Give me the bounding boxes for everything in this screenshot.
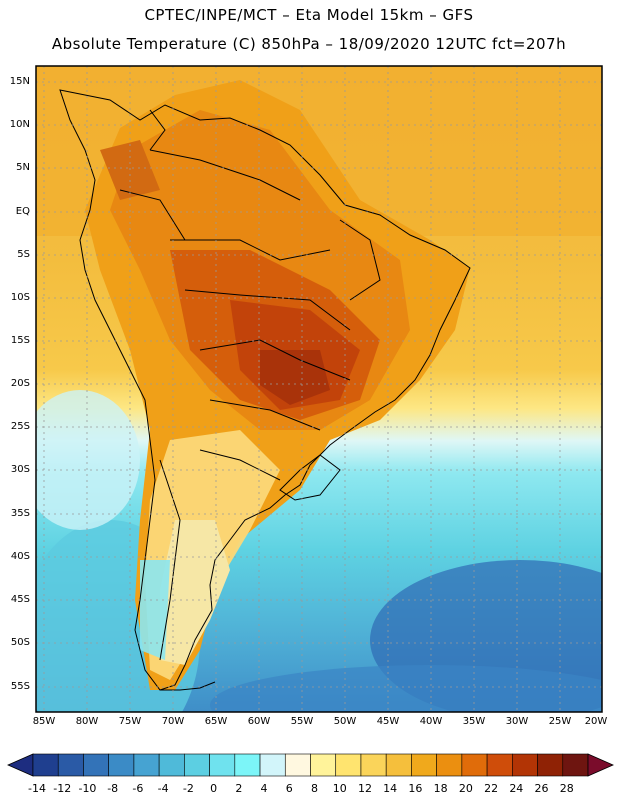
colorbar-swatch: [158, 753, 185, 777]
lon-label: 25W: [548, 716, 572, 727]
colorbar-swatch: [259, 753, 286, 777]
colorbar-tick-label: 22: [484, 782, 499, 795]
map-field: [36, 66, 602, 712]
map-graticule: [36, 66, 602, 712]
colorbar-under-arrow: [7, 753, 34, 777]
colorbar-swatch: [486, 753, 513, 777]
lat-label: 15S: [10, 335, 30, 346]
colorbar-tick-label: 10: [332, 782, 347, 795]
colorbar-tick-label: 6: [285, 782, 293, 795]
lat-label: 55S: [10, 681, 30, 692]
lon-label: 70W: [161, 716, 185, 727]
lat-label: 50S: [10, 637, 30, 648]
colorbar-swatch: [83, 753, 109, 777]
colorbar-tick-label: -8: [107, 782, 119, 795]
colorbar-swatch: [436, 753, 463, 777]
lat-label: 10N: [9, 119, 30, 130]
colorbar-over-arrow: [587, 753, 614, 777]
lat-label: 30S: [10, 464, 30, 475]
colorbar-tick-label: -2: [182, 782, 194, 795]
lat-label: 25S: [10, 421, 30, 432]
lat-label: 15N: [9, 76, 30, 87]
colorbar-tick-label: -12: [53, 782, 72, 795]
lat-label: 5N: [16, 162, 30, 173]
colorbar-tick-label: -6: [132, 782, 144, 795]
lon-label: 30W: [505, 716, 529, 727]
lat-label: 5S: [17, 249, 30, 260]
lon-label: 40W: [419, 716, 443, 727]
lat-label: 40S: [10, 551, 30, 562]
colorbar-swatch: [537, 753, 564, 777]
colorbar-swatch: [310, 753, 337, 777]
colorbar-swatch: [108, 753, 135, 777]
lat-label: 45S: [10, 594, 30, 605]
colorbar-tick-label: 26: [534, 782, 549, 795]
lon-label: 55W: [290, 716, 314, 727]
colorbar-swatch: [335, 753, 362, 777]
lat-label: 20S: [10, 378, 30, 389]
colorbar-tick-label: 18: [433, 782, 448, 795]
colorbar-swatch: [512, 753, 538, 777]
colorbar-swatch: [284, 753, 311, 777]
map-title-line-2: Absolute Temperature (C) 850hPa – 18/09/…: [51, 35, 567, 53]
colorbar-tick-label: -10: [78, 782, 97, 795]
lon-label: 65W: [204, 716, 228, 727]
colorbar-swatch: [411, 753, 437, 777]
coastlines: [59, 89, 471, 691]
lon-label: 75W: [118, 716, 142, 727]
colorbar-swatch: [461, 753, 488, 777]
colorbar: [7, 753, 614, 777]
colorbar-tick-label: 4: [260, 782, 268, 795]
lon-label: 60W: [247, 716, 271, 727]
lon-label: 20W: [584, 716, 608, 727]
colorbar-tick-label: 0: [210, 782, 218, 795]
colorbar-tick-label: 20: [458, 782, 473, 795]
colorbar-swatch: [385, 753, 412, 777]
lon-label: 35W: [462, 716, 486, 727]
colorbar-tick-label: 2: [235, 782, 243, 795]
colorbar-tick-label: 12: [357, 782, 372, 795]
colorbar-swatch: [360, 753, 387, 777]
colorbar-tick-label: 16: [408, 782, 423, 795]
map-frame: [35, 65, 603, 713]
colorbar-swatch: [133, 753, 160, 777]
lon-label: 45W: [376, 716, 400, 727]
lat-label: EQ: [15, 206, 30, 217]
colorbar-tick-label: -14: [28, 782, 46, 795]
map-title-line-1: CPTEC/INPE/MCT – Eta Model 15km – GFS: [144, 6, 474, 24]
lat-label: 35S: [10, 508, 30, 519]
colorbar-swatch: [57, 753, 84, 777]
colorbar-tick-label: 24: [509, 782, 524, 795]
lat-label: 10S: [10, 292, 30, 303]
colorbar-tick-label: 14: [383, 782, 398, 795]
lon-label: 80W: [75, 716, 99, 727]
colorbar-swatch: [209, 753, 236, 777]
lon-label: 85W: [32, 716, 56, 727]
colorbar-swatch: [184, 753, 210, 777]
colorbar-tick-label: 8: [311, 782, 318, 795]
colorbar-tick-label: -4: [157, 782, 169, 795]
lon-label: 50W: [333, 716, 357, 727]
colorbar-swatch: [234, 753, 261, 777]
colorbar-swatch: [562, 753, 589, 777]
colorbar-tick-label: 28: [559, 782, 574, 795]
colorbar-swatch: [32, 753, 59, 777]
